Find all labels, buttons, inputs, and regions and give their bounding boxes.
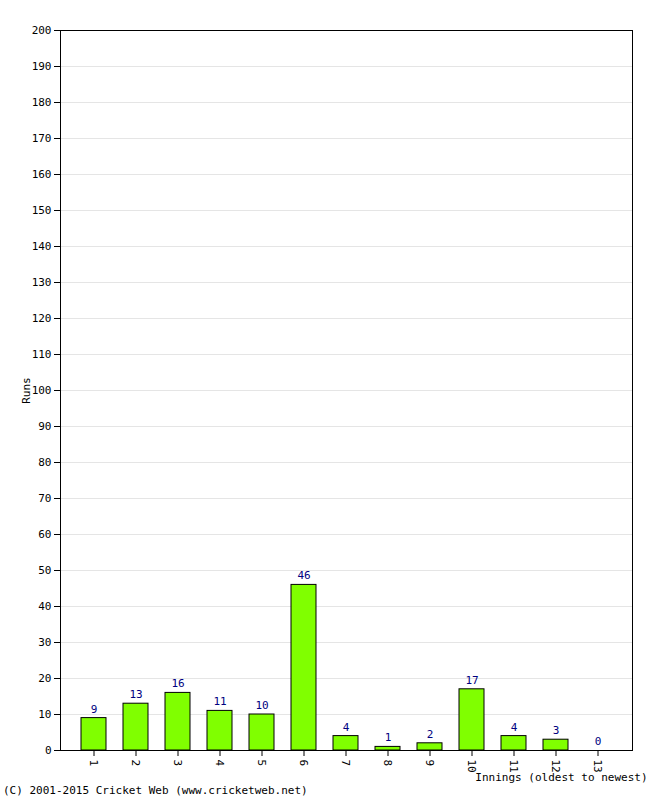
svg-text:16: 16 (171, 677, 184, 690)
svg-text:180: 180 (32, 96, 52, 109)
svg-text:150: 150 (32, 204, 52, 217)
svg-text:170: 170 (32, 132, 52, 145)
svg-text:9: 9 (423, 760, 436, 767)
svg-text:160: 160 (32, 168, 52, 181)
svg-text:0: 0 (595, 735, 602, 748)
svg-text:12: 12 (549, 759, 563, 773)
svg-text:20: 20 (38, 672, 51, 685)
svg-text:6: 6 (297, 760, 310, 767)
svg-text:3: 3 (171, 760, 184, 767)
svg-text:70: 70 (38, 492, 51, 505)
svg-text:60: 60 (38, 528, 51, 541)
svg-text:100: 100 (32, 384, 52, 397)
svg-text:46: 46 (297, 569, 310, 582)
svg-text:0: 0 (45, 744, 52, 757)
svg-text:40: 40 (38, 600, 51, 613)
svg-text:1: 1 (385, 731, 392, 744)
svg-text:1: 1 (87, 760, 100, 767)
svg-text:7: 7 (339, 760, 352, 767)
svg-text:4: 4 (343, 721, 350, 734)
svg-text:11: 11 (213, 695, 226, 708)
svg-text:190: 190 (32, 60, 52, 73)
svg-text:10: 10 (38, 708, 51, 721)
svg-text:8: 8 (381, 760, 394, 767)
svg-text:2: 2 (129, 760, 142, 767)
svg-text:3: 3 (553, 724, 560, 737)
svg-text:140: 140 (32, 240, 52, 253)
svg-text:13: 13 (129, 688, 142, 701)
svg-text:9: 9 (91, 703, 98, 716)
svg-text:10: 10 (465, 759, 479, 773)
svg-text:80: 80 (38, 456, 51, 469)
svg-text:200: 200 (32, 24, 52, 37)
svg-text:17: 17 (465, 674, 478, 687)
svg-text:90: 90 (38, 420, 51, 433)
html-text:(C) 2001-2015 Cricket Web (www: (C) 2001-2015 Cricket Web (www.cricketwe… (3, 784, 308, 797)
svg-text:Innings (oldest to newest): Innings (oldest to newest) (475, 771, 647, 784)
svg-text:4: 4 (213, 760, 226, 767)
svg-text:30: 30 (38, 636, 51, 649)
svg-text:110: 110 (32, 348, 52, 361)
svg-text:10: 10 (255, 699, 268, 712)
svg-text:4: 4 (511, 721, 518, 734)
svg-text:50: 50 (38, 564, 51, 577)
svg-text:5: 5 (255, 760, 268, 767)
svg-text:130: 130 (32, 276, 52, 289)
svg-text:2: 2 (427, 728, 434, 741)
svg-text:11: 11 (507, 759, 521, 773)
svg-text:120: 120 (32, 312, 52, 325)
svg-text:Runs: Runs (20, 377, 33, 404)
svg-text:13: 13 (591, 759, 605, 773)
